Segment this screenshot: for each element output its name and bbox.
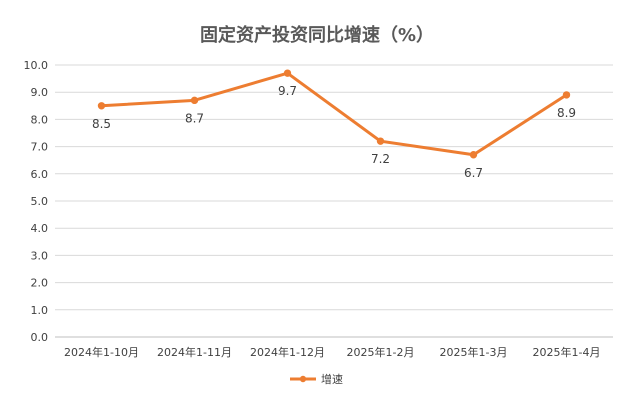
x-tick-label: 2025年1-2月 (347, 345, 415, 359)
series-group (97, 69, 571, 159)
y-tick-label: 6.0 (31, 168, 49, 181)
data-point (469, 151, 478, 159)
legend-point-marker (299, 375, 307, 383)
y-tick-label: 1.0 (31, 304, 49, 317)
series-line (100, 71, 568, 157)
chart-title: 固定资产投资同比增速（%） (200, 24, 434, 46)
legend: 增速 (290, 372, 343, 386)
data-label: 6.7 (464, 166, 483, 180)
data-label: 7.2 (371, 152, 390, 166)
x-tick-label: 2024年1-10月 (64, 345, 139, 359)
x-tick-label: 2024年1-12月 (250, 345, 325, 359)
y-tick-label: 8.0 (31, 113, 49, 126)
data-point (97, 102, 106, 110)
y-tick-label: 2.0 (31, 277, 49, 290)
legend-label: 增速 (321, 372, 343, 386)
data-point (376, 137, 385, 145)
data-point (283, 69, 292, 77)
data-point (190, 96, 199, 105)
data-labels: 8.5 8.7 9.7 7.2 6.7 8.9 (92, 84, 576, 180)
x-tick-label: 2025年1-4月 (533, 345, 601, 359)
data-point (562, 91, 571, 99)
y-tick-label: 0.0 (31, 331, 49, 344)
y-tick-label: 10.0 (24, 59, 49, 72)
y-tick-label: 7.0 (31, 141, 49, 154)
data-label: 9.7 (278, 84, 297, 98)
y-tick-label: 5.0 (31, 195, 49, 208)
y-tick-label: 9.0 (31, 86, 49, 99)
y-axis-tick-labels: 0.0 1.0 2.0 3.0 4.0 5.0 6.0 7.0 8.0 9.0 10.0 (24, 59, 49, 344)
x-tick-label: 2024年1-11月 (157, 345, 232, 359)
data-label: 8.9 (557, 106, 576, 120)
data-label: 8.5 (92, 117, 111, 131)
gridlines (55, 64, 613, 338)
x-tick-label: 2025年1-3月 (440, 345, 508, 359)
y-tick-label: 4.0 (31, 222, 49, 235)
x-axis-tick-labels: 2024年1-10月 2024年1-11月 2024年1-12月 2025年1-2月 2… (64, 345, 600, 359)
y-tick-label: 3.0 (31, 249, 49, 262)
data-label: 8.7 (185, 111, 204, 125)
